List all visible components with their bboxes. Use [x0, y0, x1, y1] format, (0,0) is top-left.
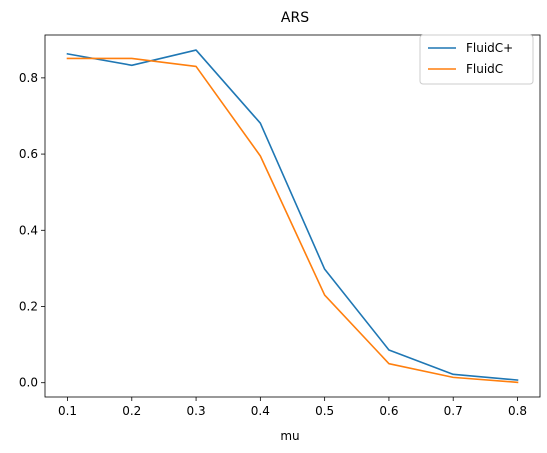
legend: FluidC+ FluidC — [419, 34, 534, 85]
y-tick-label: 0.8 — [19, 71, 38, 85]
x-axis: 0.1 0.2 0.3 0.4 0.5 0.6 0.7 0.8 — [58, 397, 527, 418]
x-tick-label: 0.8 — [508, 404, 527, 418]
x-tick-label: 0.5 — [315, 404, 334, 418]
series-line-0 — [66, 49, 519, 381]
legend-label-1: FluidC — [466, 62, 503, 76]
y-axis: 0.0 0.2 0.4 0.6 0.8 — [19, 71, 45, 390]
plot-lines — [66, 49, 519, 384]
x-tick-label: 0.2 — [122, 404, 141, 418]
x-tick-label: 0.6 — [379, 404, 398, 418]
y-tick-label: 0.6 — [19, 147, 38, 161]
x-axis-title: mu — [280, 429, 299, 443]
series-line-1 — [66, 57, 519, 384]
plot-frame — [44, 34, 541, 398]
x-tick-label: 0.7 — [444, 404, 463, 418]
legend-label-0: FluidC+ — [466, 41, 513, 55]
y-tick-label: 0.4 — [19, 223, 38, 237]
x-tick-label: 0.4 — [251, 404, 270, 418]
x-tick-label: 0.1 — [58, 404, 77, 418]
y-tick-label: 0.0 — [19, 376, 38, 390]
y-tick-label: 0.2 — [19, 300, 38, 314]
x-tick-label: 0.3 — [187, 404, 206, 418]
chart-title: ARS — [281, 10, 309, 26]
